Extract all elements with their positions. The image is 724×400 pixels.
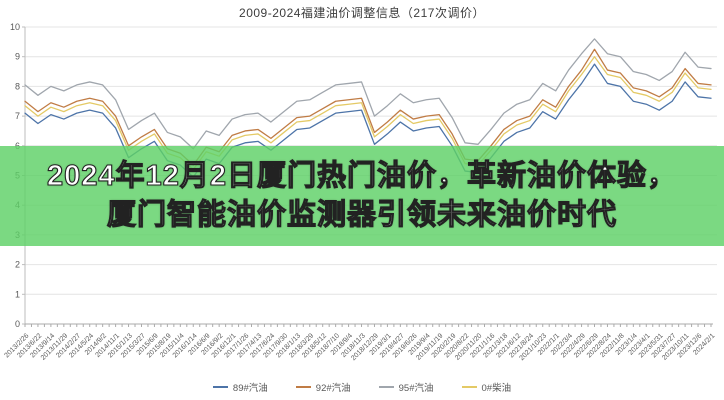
series-line-0#柴油 [24, 56, 712, 171]
legend-swatch-92-icon [295, 386, 311, 388]
chart-legend: 89#汽油 92#汽油 95#汽油 0#柴油 [0, 380, 724, 394]
legend-label-92: 92#汽油 [315, 383, 351, 394]
y-axis-label: 10 [10, 22, 20, 32]
legend-label-89: 89#汽油 [232, 383, 268, 394]
y-axis-label: 9 [15, 52, 20, 62]
series-line-95#汽油 [24, 38, 712, 150]
legend-item-95-gasoline: 95#汽油 [378, 380, 434, 394]
promo-banner: 2024年12月2日厦门热门油价，革新油价体验， 厦门智能油价监测器引领未来油价… [0, 146, 724, 246]
y-axis-label: 2 [15, 260, 20, 270]
legend-label-95: 95#汽油 [398, 383, 434, 394]
series-line-92#汽油 [24, 48, 712, 166]
legend-item-89-gasoline: 89#汽油 [212, 380, 268, 394]
y-axis-label: 8 [15, 81, 20, 91]
legend-item-0-diesel: 0#柴油 [461, 380, 512, 394]
legend-item-92-gasoline: 92#汽油 [295, 380, 351, 394]
banner-headline-line1: 2024年12月2日厦门热门油价，革新油价体验， [46, 159, 677, 192]
banner-headline-line2: 厦门智能油价监测器引领未来油价时代 [106, 198, 617, 231]
chart-title: 2009-2024福建油价调整信息（217次调价） [239, 6, 485, 20]
y-axis-label: 6 [15, 141, 20, 151]
legend-swatch-95-icon [378, 386, 394, 388]
legend-label-0: 0#柴油 [481, 383, 512, 394]
legend-swatch-89-icon [212, 386, 228, 388]
y-axis-label: 0 [15, 319, 20, 329]
legend-swatch-0-icon [461, 386, 477, 388]
y-axis-label: 1 [15, 289, 20, 299]
y-axis-label: 7 [15, 111, 20, 121]
